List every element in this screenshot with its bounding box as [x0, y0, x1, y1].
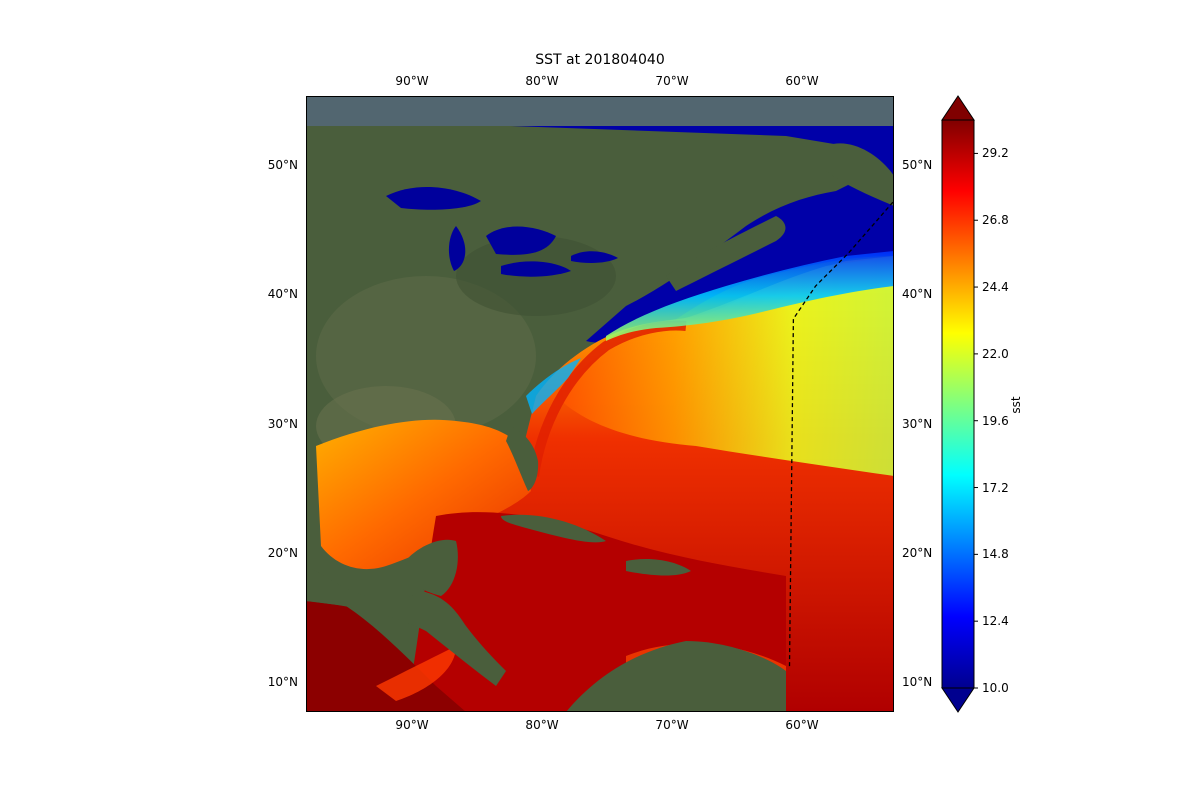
lat-tick-left: 40°N — [267, 287, 298, 301]
lon-tick-top: 70°W — [655, 74, 689, 88]
colorbar-gradient — [941, 119, 975, 689]
coastal-shelf-water — [606, 251, 894, 341]
great-lakes — [386, 186, 481, 210]
colorbar — [941, 95, 978, 713]
lat-tick-right: 50°N — [902, 158, 933, 172]
colorbar-extend-min — [941, 687, 975, 713]
gulf-of-mexico — [316, 419, 531, 570]
lon-tick-bottom: 90°W — [395, 718, 429, 732]
lat-tick-right: 40°N — [902, 287, 933, 301]
colorbar-tick-label: 19.6 — [982, 413, 1009, 428]
lon-tick-bottom: 70°W — [655, 718, 689, 732]
sst-map — [306, 96, 894, 712]
colorbar-tick-label: 10.0 — [982, 681, 1009, 695]
florida-land — [506, 426, 539, 491]
colorbar-tick-label: 29.2 — [982, 146, 1009, 161]
central-america-land — [306, 566, 506, 686]
map-frame — [306, 96, 894, 712]
pacific-warm-patch — [376, 646, 456, 701]
lat-tick-left: 50°N — [267, 158, 298, 172]
atlantic-canada-land — [666, 216, 786, 291]
track-line — [788, 200, 894, 667]
lon-tick-top: 60°W — [785, 74, 819, 88]
lon-tick-bottom: 80°W — [525, 718, 559, 732]
colorbar-label: sst — [1009, 396, 1023, 414]
colorbar-tick-label: 12.4 — [982, 614, 1009, 629]
cuba-land — [501, 514, 606, 543]
colorbar-tick-label: 17.2 — [982, 480, 1009, 495]
great-lakes — [448, 226, 466, 271]
lat-tick-left: 30°N — [267, 417, 298, 431]
lon-tick-top: 90°W — [395, 74, 429, 88]
lon-tick-bottom: 60°W — [785, 718, 819, 732]
lat-tick-right: 20°N — [902, 546, 933, 560]
great-lakes — [486, 226, 556, 255]
colorbar-tick-label: 26.8 — [982, 213, 1009, 228]
coastal-cold-band — [526, 358, 581, 414]
lat-tick-left: 20°N — [267, 546, 298, 560]
top-sky-strip — [306, 96, 894, 126]
newfoundland-land — [826, 143, 894, 206]
colorbar-extend-max — [941, 95, 975, 121]
great-lakes — [571, 251, 618, 263]
south-america-land — [566, 641, 786, 712]
map-title: SST at 201804040 — [535, 52, 665, 68]
hispaniola-land — [626, 559, 691, 576]
atlantic-mid-latitudes — [556, 256, 894, 476]
lat-tick-left: 10°N — [267, 675, 298, 689]
colorbar-tick-label: 22.0 — [982, 346, 1009, 361]
lat-tick-right: 10°N — [902, 675, 933, 689]
great-lakes — [501, 261, 571, 277]
lat-tick-right: 30°N — [902, 417, 933, 431]
colorbar-tick-label: 24.4 — [982, 280, 1009, 295]
yucatan-land — [401, 539, 458, 596]
colorbar-tick-label: 14.8 — [982, 547, 1009, 562]
lon-tick-top: 80°W — [525, 74, 559, 88]
